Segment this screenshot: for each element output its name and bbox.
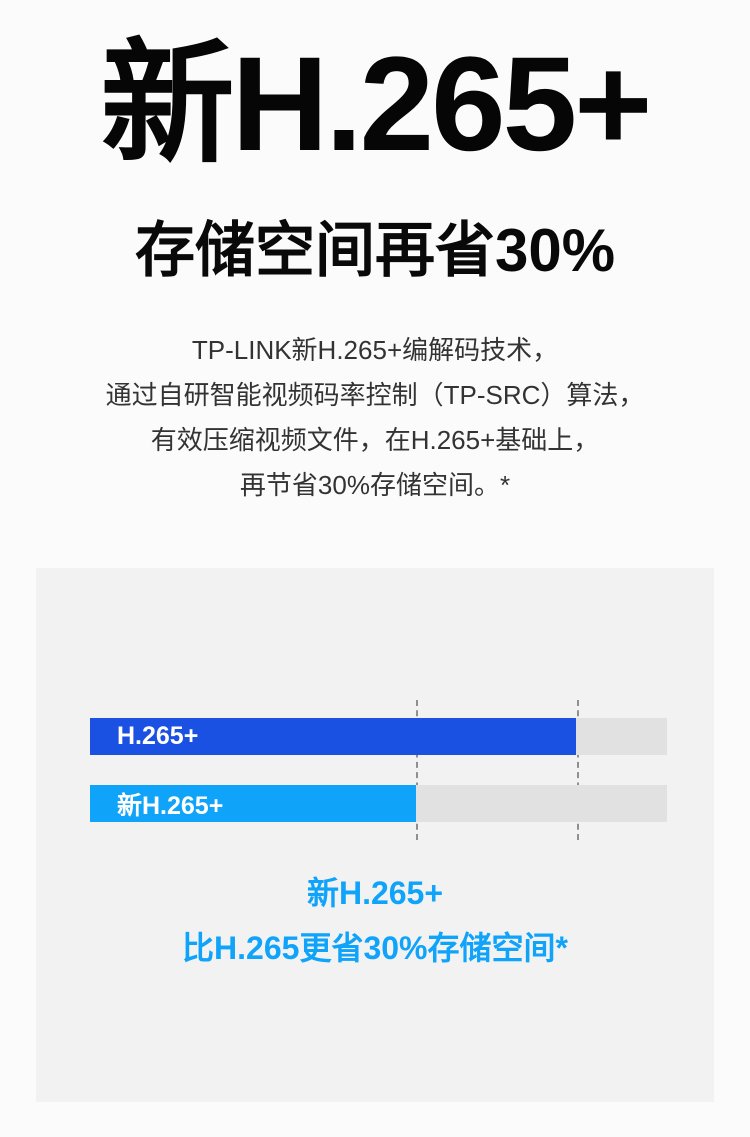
caption-line-1: 新H.265+ xyxy=(306,875,444,911)
description-line: 有效压缩视频文件，在H.265+基础上， xyxy=(150,425,600,455)
chart-caption: 新H.265+ 比H.265更省30%存储空间* xyxy=(36,876,714,965)
bar-fill-new-h265plus: 新H.265+ xyxy=(90,785,416,822)
bar-track-new-h265plus: 新H.265+ xyxy=(90,785,667,822)
comparison-panel: H.265+ 新H.265+ 新H.265+ 比H.265更省30%存储空间* xyxy=(36,568,714,1102)
bar-fill-h265plus: H.265+ xyxy=(90,718,576,755)
description-line: 通过自研智能视频码率控制（TP-SRC）算法， xyxy=(105,380,645,410)
page-subtitle: 存储空间再省30% xyxy=(134,217,616,284)
bar-label-h265plus: H.265+ xyxy=(117,722,199,750)
bar-label-new-h265plus: 新H.265+ xyxy=(117,791,224,820)
description-line: 再节省30%存储空间。* xyxy=(239,470,511,500)
dashed-guide-right xyxy=(577,700,579,840)
bar-track-h265plus: H.265+ xyxy=(90,718,667,755)
page-title: 新H.265+ xyxy=(100,30,653,179)
dashed-guide-left xyxy=(416,700,418,840)
caption-line-2: 比H.265更省30%存储空间* xyxy=(182,930,568,966)
description: TP-LINK新H.265+编解码技术， 通过自研智能视频码率控制（TP-SRC… xyxy=(0,328,750,508)
description-line: TP-LINK新H.265+编解码技术， xyxy=(191,335,559,365)
